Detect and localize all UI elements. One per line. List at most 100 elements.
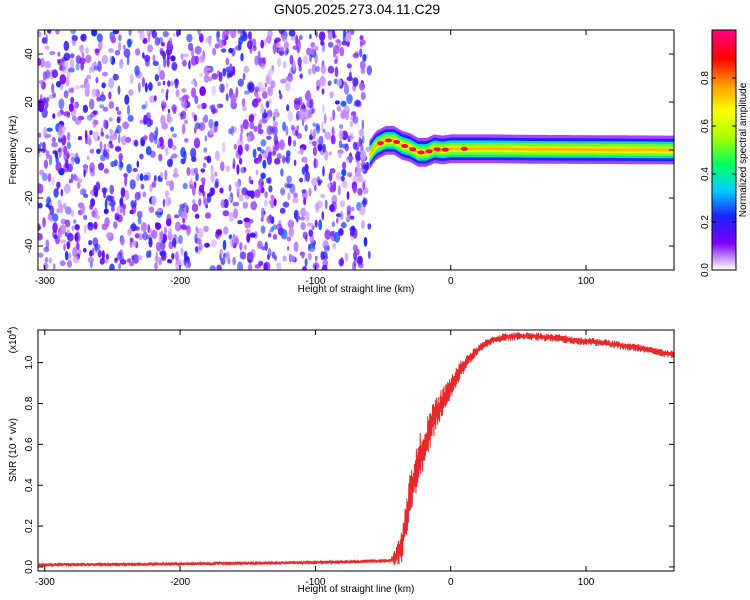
spectrogram-noise-cell (166, 218, 172, 227)
spectrogram-noise-cell (52, 213, 59, 222)
spectrogram-noise-cell (194, 95, 199, 104)
colorbar-cell (712, 136, 736, 139)
spectrogram-noise-cell (142, 191, 147, 198)
spectrogram-noise-cell (42, 71, 47, 81)
spectrogram-noise-cell (152, 60, 159, 66)
spectrogram-noise-cell (351, 206, 355, 212)
spectrogram-noise-cell (38, 31, 42, 38)
spectrogram-noise-cell (324, 229, 332, 240)
spectrogram-noise-cell (145, 250, 150, 259)
colorbar-frame (711, 29, 737, 271)
colorbar-ticks: 0.0 0.2 0.4 0.6 0.8 (700, 71, 736, 277)
spectrogram-noise-cell (229, 63, 233, 72)
spectrogram-noise-cell (129, 209, 134, 215)
spectrogram-noise-cell (197, 227, 204, 239)
colorbar-cell (712, 78, 736, 81)
spectrogram-noise-cell (340, 175, 345, 182)
snr-multiplier-label: (x104) (7, 327, 19, 354)
spectrogram-noise-cell (131, 222, 136, 228)
spectrogram-noise-cell (209, 128, 215, 136)
spectrogram-noise-cell (312, 140, 317, 147)
spectrogram-noise-cell (188, 60, 191, 70)
spectrogram-noise-cell (151, 195, 157, 206)
spectrogram-noise-cell (86, 134, 92, 145)
spectrogram-noise-cell (328, 171, 333, 182)
spectrogram-noise-cell (99, 94, 106, 102)
spectrogram-noise-cell (361, 179, 367, 184)
spectrogram-noise-cell (244, 229, 251, 234)
colorbar-cell (712, 246, 736, 249)
spectrogram-noise-cell (300, 222, 306, 231)
spectrogram-noise-cell (83, 247, 87, 253)
spectrogram-noise-cell (330, 230, 335, 237)
spectrogram-noise-cell (261, 112, 268, 118)
spectrogram-noise-cell (194, 246, 199, 253)
spectrogram-noise-cell (237, 261, 243, 270)
spectrogram-noise-cell (367, 223, 372, 230)
spectrogram-noise-cell (173, 167, 178, 175)
spectrogram-noise-cell (264, 191, 268, 199)
spectrogram-noise-cell (168, 227, 172, 238)
spectrogram-noise-cell (80, 204, 86, 215)
spectrogram-noise-cell (216, 31, 220, 43)
spectrogram-noise-cell (317, 143, 323, 152)
spectrogram-noise-cell (243, 65, 250, 74)
spectrogram-noise-cell (209, 265, 216, 270)
colorbar-cell (712, 190, 736, 193)
spectrogram-noise-cell (89, 162, 95, 173)
spectrogram-noise-cell (332, 30, 336, 39)
spectrogram-noise-cell (297, 215, 301, 221)
spectrogram-noise-cell (91, 210, 96, 218)
spectrogram-noise-cell (309, 47, 315, 55)
spectrogram-noise-cell (304, 163, 309, 173)
spectrogram-noise-cell (352, 115, 359, 124)
spectrogram-noise-cell (46, 96, 50, 103)
spectrogram-noise-cell (235, 45, 242, 51)
spectrogram-noise-cell (182, 218, 186, 224)
spectrogram-noise-cell (79, 57, 86, 65)
spectrogram-noise-cell (54, 151, 59, 159)
spectrogram-track-peak (460, 146, 468, 151)
spectrogram-noise-cell (327, 41, 334, 48)
spectrogram-noise-cell (160, 42, 166, 47)
spectrogram-noise-cell (158, 153, 163, 162)
spectrogram-noise-cell (72, 255, 80, 264)
spectrogram-noise-cell (89, 130, 93, 136)
spectrogram-noise-cell (194, 213, 200, 219)
spectrogram-noise-cell (38, 233, 43, 241)
spectrogram-noise-cell (271, 125, 278, 136)
spectrogram-noise-cell (289, 54, 294, 65)
snr-x-tick-label: -300 (35, 577, 55, 588)
spectrogram-noise-cell (53, 234, 58, 240)
spectrogram-noise-cell (332, 109, 336, 121)
spectrogram-noise-cell (225, 93, 229, 102)
spectrogram-noise-cell (134, 191, 141, 201)
colorbar-cell (712, 194, 736, 197)
spectrogram-noise-cell (206, 193, 212, 203)
spectrogram-noise-cell (149, 184, 153, 192)
spectrogram-track-peak (441, 147, 449, 152)
spectrogram-noise-cell (73, 219, 77, 224)
spectrogram-noise-cell (242, 119, 249, 130)
colorbar-cell (712, 32, 736, 35)
spectrogram-noise-cell (176, 31, 180, 37)
spectrogram-noise-cell (291, 255, 296, 262)
spectrogram-noise-cell (47, 173, 52, 183)
spectrogram-noise-cell (38, 152, 41, 158)
spectrogram-noise-cell (127, 228, 133, 235)
spectrogram-noise-cell (155, 251, 159, 262)
spectrogram-noise-cell (210, 239, 217, 248)
spectrogram-noise-cell (204, 135, 208, 142)
spectrogram-noise-cell (116, 116, 121, 124)
colorbar-cell (712, 206, 736, 209)
spectrogram-noise-cell (324, 149, 329, 161)
spectrogram-noise-cell (285, 150, 291, 157)
spectrogram-noise-cell (315, 256, 318, 265)
spectrogram-noise-cell (293, 159, 297, 166)
spectrogram-noise-cell (167, 80, 171, 87)
spectrogram-noise-cell (320, 193, 326, 199)
colorbar-cell (712, 164, 736, 167)
spectrogram-noise-cell (355, 172, 359, 177)
spectrogram-noise-cell (66, 151, 70, 160)
